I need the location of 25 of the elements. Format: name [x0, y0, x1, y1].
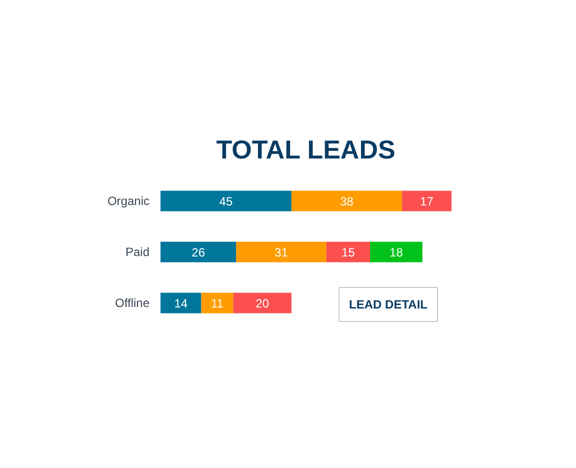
y-tick-label: Paid [125, 245, 150, 259]
bar [291, 190, 402, 212]
data-label: 31 [274, 246, 288, 260]
bar [160, 190, 292, 212]
chart-title: TOTAL LEADS [216, 134, 396, 164]
bar [160, 242, 236, 262]
data-label: 15 [342, 246, 356, 260]
bar [236, 242, 326, 262]
data-label: 26 [192, 246, 206, 260]
data-label: 20 [256, 296, 270, 310]
bar [370, 242, 422, 262]
bar [326, 242, 370, 262]
annotation: LEAD DETAIL [349, 298, 428, 312]
bar [402, 190, 452, 212]
data-label: 11 [211, 296, 224, 310]
data-label: 17 [420, 194, 434, 208]
data-label: 38 [340, 194, 354, 208]
data-label: 14 [174, 296, 188, 310]
y-tick-label: Organic [107, 194, 150, 208]
bar [201, 292, 234, 314]
bar [233, 292, 292, 314]
data-label: 18 [390, 246, 404, 260]
y-tick-label: Offline [115, 296, 150, 310]
bar [160, 292, 202, 314]
data-label: 45 [219, 194, 233, 208]
